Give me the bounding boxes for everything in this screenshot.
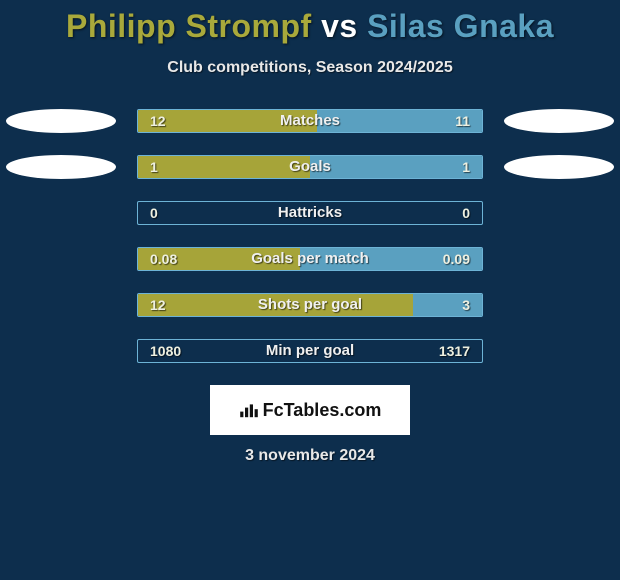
stat-row: 1211Matches bbox=[0, 109, 620, 133]
bar-chart-icon bbox=[239, 402, 259, 418]
stat-label: Hattricks bbox=[137, 201, 483, 225]
team-token-left bbox=[6, 109, 116, 133]
team-token-right bbox=[504, 155, 614, 179]
date: 3 november 2024 bbox=[0, 447, 620, 465]
team-token-left bbox=[6, 155, 116, 179]
logo: FcTables.com bbox=[239, 400, 382, 421]
logo-box: FcTables.com bbox=[210, 385, 410, 435]
stat-row: 10801317Min per goal bbox=[0, 339, 620, 363]
stat-label: Goals bbox=[137, 155, 483, 179]
stat-row: 11Goals bbox=[0, 155, 620, 179]
stat-row: 00Hattricks bbox=[0, 201, 620, 225]
stat-label: Shots per goal bbox=[137, 293, 483, 317]
stat-label: Matches bbox=[137, 109, 483, 133]
stat-label: Min per goal bbox=[137, 339, 483, 363]
team-token-right bbox=[504, 109, 614, 133]
title: Philipp Strompf vs Silas Gnaka bbox=[0, 8, 620, 45]
stat-label: Goals per match bbox=[137, 247, 483, 271]
subtitle: Club competitions, Season 2024/2025 bbox=[0, 59, 620, 77]
title-vs: vs bbox=[321, 8, 358, 44]
comparison-card: Philipp Strompf vs Silas Gnaka Club comp… bbox=[0, 0, 620, 580]
player2-name: Silas Gnaka bbox=[367, 8, 554, 44]
stat-row: 123Shots per goal bbox=[0, 293, 620, 317]
player1-name: Philipp Strompf bbox=[66, 8, 312, 44]
stat-rows: 1211Matches 11Goals 00Hattricks 0.080.09Goa… bbox=[0, 109, 620, 363]
stat-row: 0.080.09Goals per match bbox=[0, 247, 620, 271]
logo-text: FcTables.com bbox=[263, 400, 382, 421]
